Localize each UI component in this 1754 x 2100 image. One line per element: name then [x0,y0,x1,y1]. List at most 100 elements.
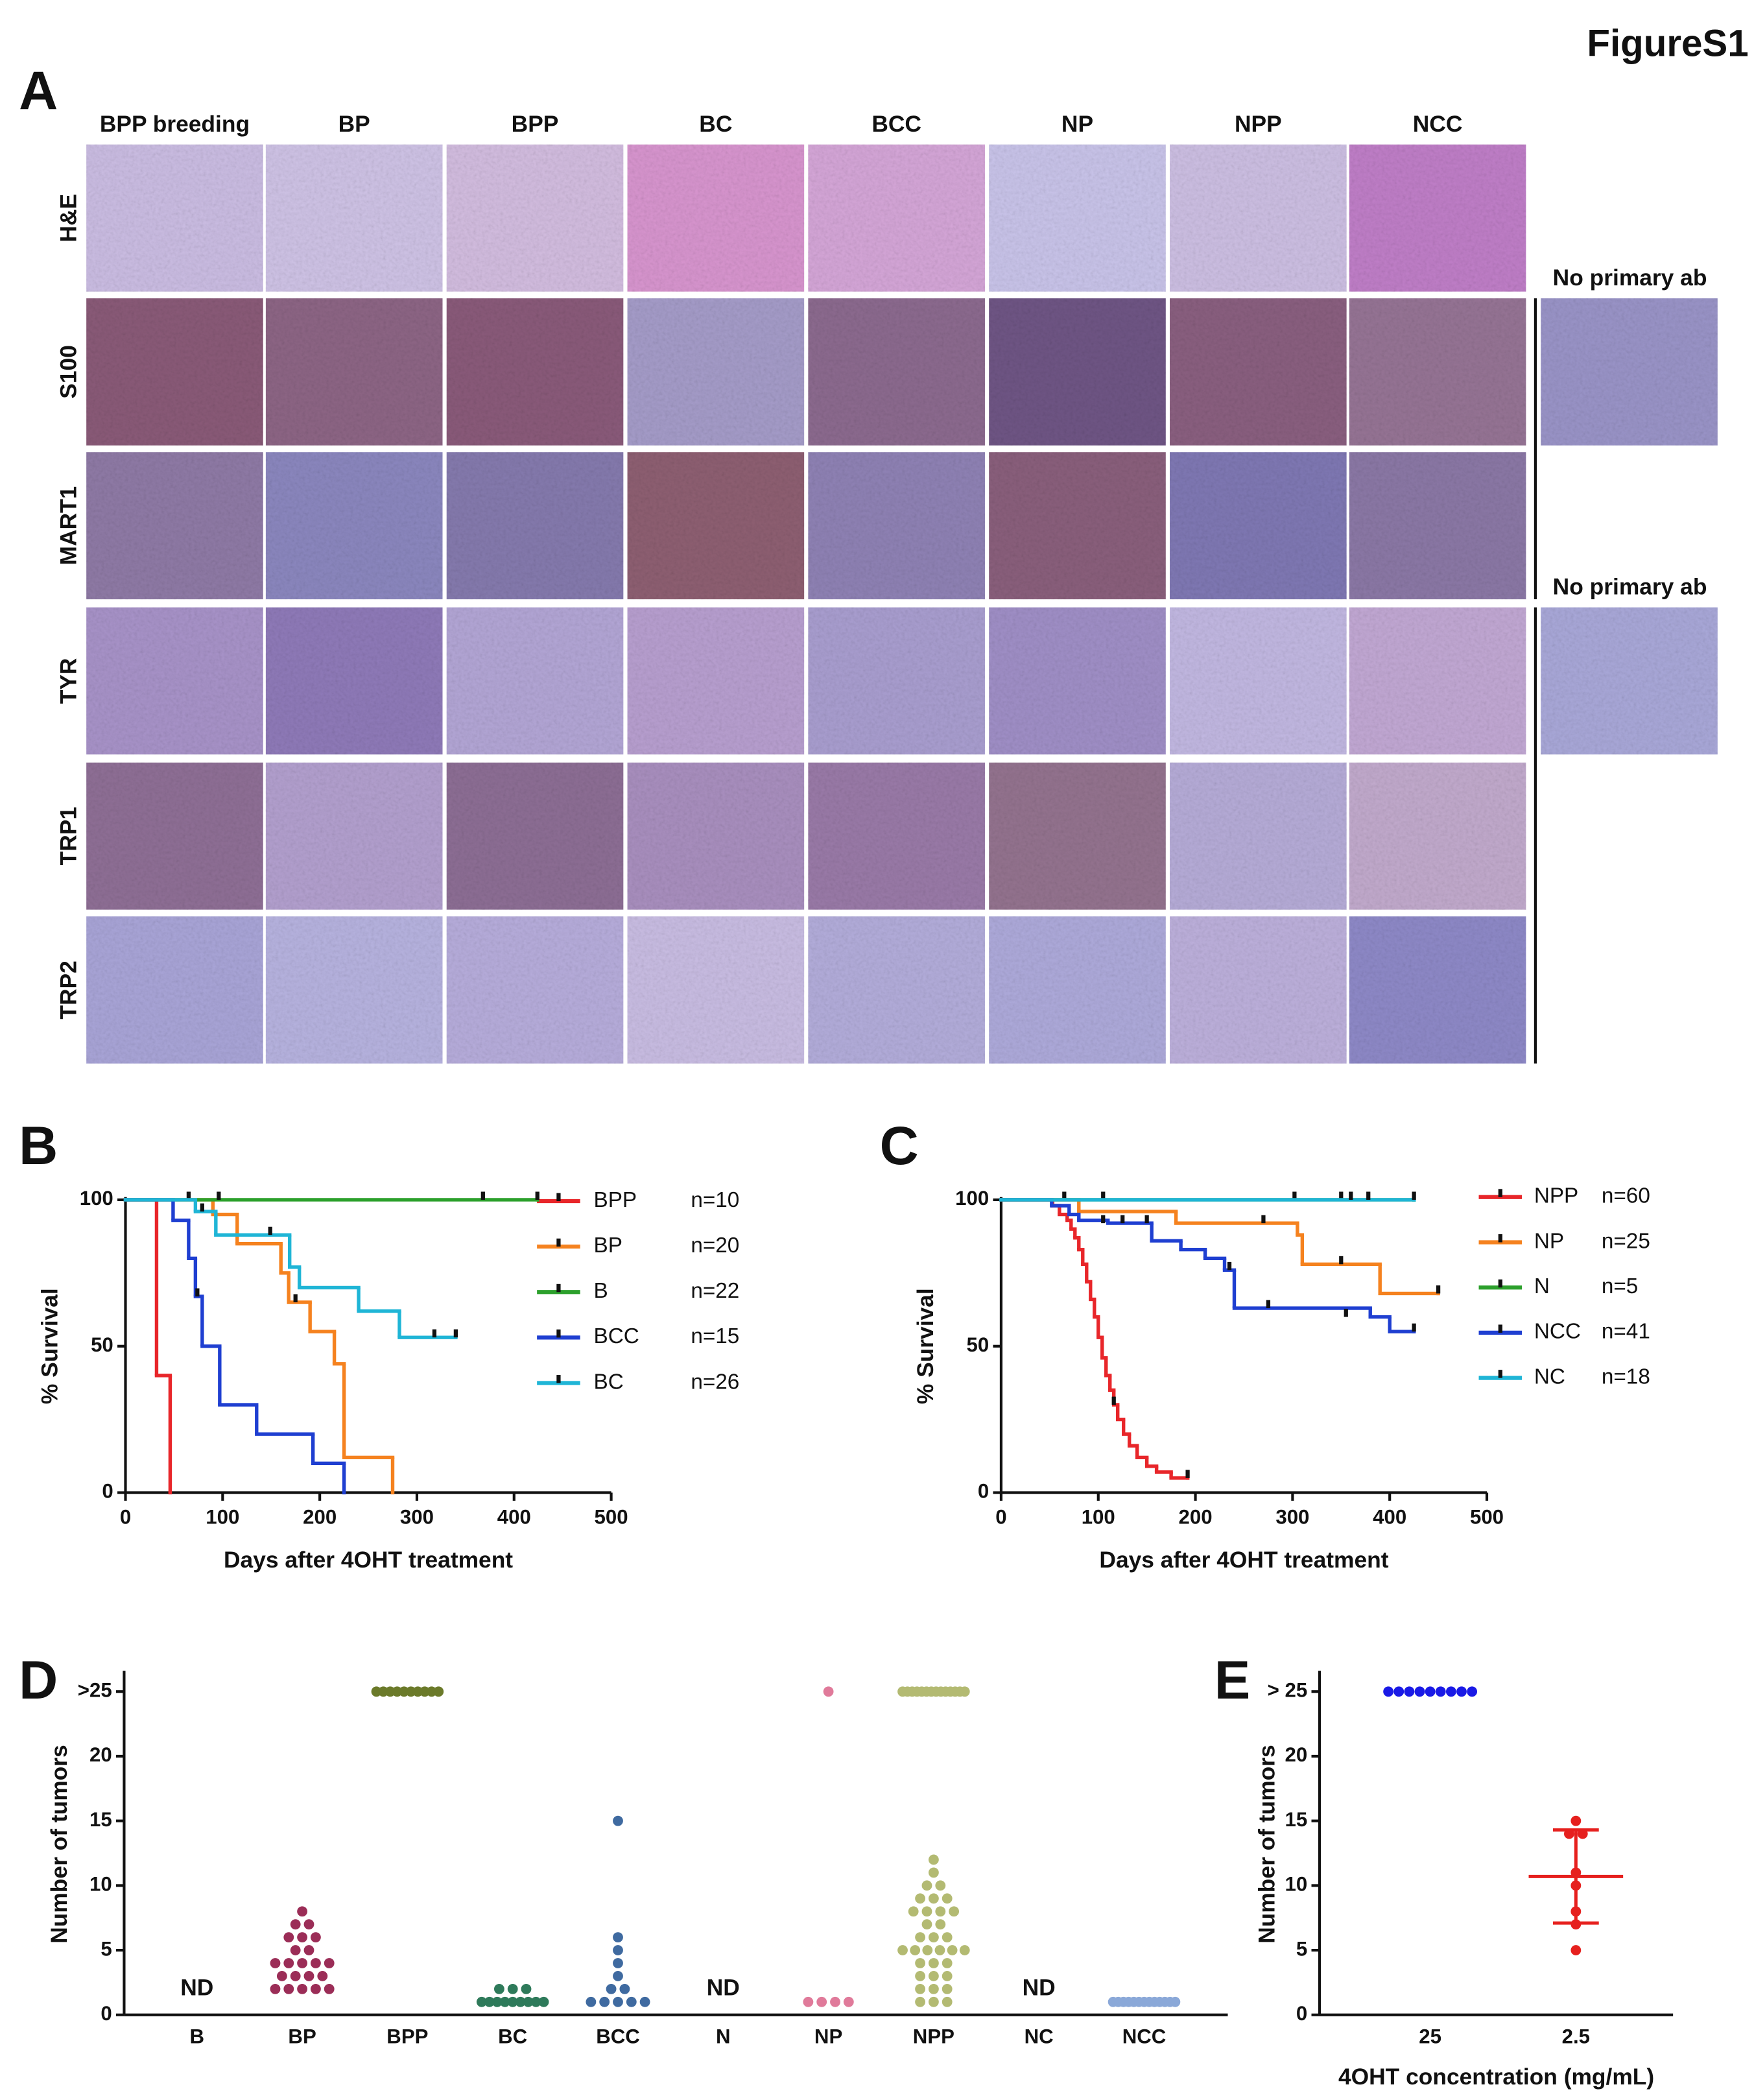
x-tick-label: 0 [120,1505,131,1528]
dot [276,1971,287,1981]
y-tick-label: 0 [101,2002,112,2025]
censor-mark [1339,1191,1344,1200]
legend-swatch-tick [1498,1279,1502,1288]
y-tick-label: 15 [89,1808,112,1831]
column-header: NPP [1235,112,1282,137]
dot [283,1958,294,1968]
dot [310,1983,321,1994]
dot [1570,1815,1582,1826]
column-header: BP [338,112,370,137]
y-axis-label: % Survival [37,1288,62,1404]
censor-mark [217,1191,221,1200]
y-tick-label: 10 [1285,1873,1308,1896]
y-tick-label: 100 [955,1187,989,1210]
micrograph-texture [627,762,805,910]
dot [949,1906,960,1917]
x-tick-label: 400 [497,1505,531,1528]
dot [935,1919,946,1930]
dot [897,1945,908,1955]
legend-n: n=22 [691,1279,739,1303]
censor-mark [1101,1215,1106,1224]
dot [283,1983,294,1994]
legend-swatch-tick [1498,1370,1502,1378]
micrograph-texture [989,762,1166,910]
micrograph-texture [86,762,263,910]
dot [942,1996,953,2007]
y-tick-label: 10 [89,1873,112,1896]
micrograph-texture [989,144,1166,292]
x-tick-label: 100 [206,1505,239,1528]
dot [928,1932,939,1943]
dot [530,1996,541,2007]
legend-n: n=60 [1602,1184,1650,1208]
dot [523,1996,534,2007]
dot [507,1996,518,2007]
dot [613,1958,623,1968]
legend-label: NCC [1534,1320,1581,1344]
micrograph-texture [808,144,985,292]
dot [297,1906,307,1917]
row-header: S100 [56,345,82,399]
column-header: BPP breeding [100,112,250,137]
dot [317,1971,328,1981]
x-tick-label: 2.5 [1562,2025,1590,2047]
x-tick-label: N [716,2025,731,2047]
column-header: BCC [871,112,921,137]
x-tick-label: B [190,2025,205,2047]
micrograph-texture [1170,298,1347,446]
censor-mark [1412,1323,1416,1332]
x-tick-label: 300 [400,1505,434,1528]
dot [1467,1686,1478,1697]
censor-mark [480,1191,485,1200]
dot [935,1906,946,1917]
dot [843,1996,854,2007]
dot [1445,1686,1456,1697]
dot [935,1880,946,1891]
dot [613,1815,623,1826]
censor-mark [1144,1215,1149,1224]
censor-mark [1227,1261,1232,1271]
dot [303,1971,314,1981]
dot [823,1686,834,1697]
y-tick-label: 0 [1296,2002,1307,2025]
legend-swatch-tick [1498,1324,1502,1333]
micrograph-texture [86,607,263,755]
column-header: BC [699,112,732,137]
legend-swatch-tick [556,1238,561,1247]
dot [942,1893,953,1904]
dot [1404,1686,1415,1697]
censor-mark [1349,1191,1353,1200]
dot [928,1996,939,2007]
legend-label: B [594,1279,608,1303]
x-tick-label: BCC [596,2025,640,2047]
x-tick-label: 500 [595,1505,628,1528]
panel-letter: A [19,60,58,121]
dot [959,1945,970,1955]
dot [1456,1686,1467,1697]
legend-n: n=10 [691,1188,739,1212]
column-header: NCC [1413,112,1463,137]
x-tick-label: 200 [303,1505,337,1528]
y-tick-label: 15 [1285,1808,1308,1831]
y-tick-label: 5 [101,1937,112,1960]
micrograph-texture [446,298,624,446]
micrograph-texture [1349,916,1526,1064]
row-header: MART1 [56,486,82,566]
micrograph-texture [86,916,263,1064]
micrograph-texture [86,452,263,600]
dot [915,1971,925,1981]
dot [921,1880,932,1891]
micrograph-texture [1170,144,1347,292]
legend-n: n=25 [1602,1229,1650,1253]
micrograph-texture [446,916,624,1064]
dot [297,1983,307,1994]
dot [290,1919,301,1930]
dot [915,1983,925,1994]
micrograph-texture [446,607,624,755]
dot [1170,1996,1181,2007]
y-tick-label: 0 [978,1480,989,1503]
y-tick-label: 20 [1285,1743,1308,1766]
dot [619,1983,630,1994]
legend-swatch-tick [1498,1189,1502,1197]
